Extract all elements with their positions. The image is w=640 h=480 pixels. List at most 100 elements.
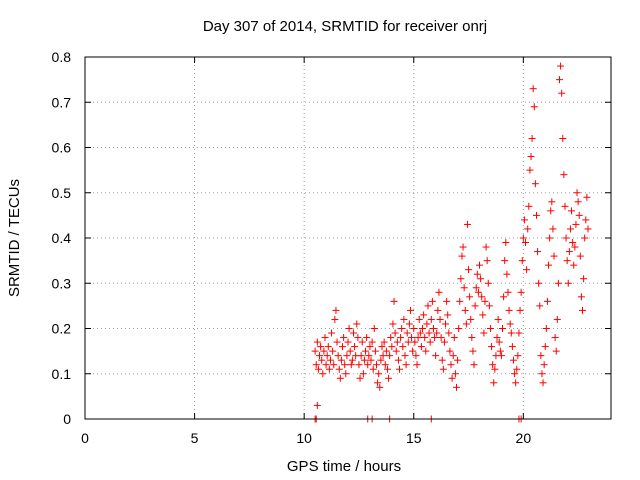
data-point	[581, 234, 589, 242]
data-point	[318, 356, 326, 364]
data-point	[336, 374, 344, 382]
data-point	[386, 352, 394, 360]
data-point	[476, 261, 483, 269]
data-point	[469, 347, 477, 355]
data-point	[439, 365, 447, 373]
data-point	[569, 239, 577, 247]
data-point	[507, 329, 515, 337]
data-point	[445, 329, 453, 337]
data-point	[499, 325, 507, 332]
data-point	[493, 334, 501, 342]
data-point	[317, 343, 325, 351]
data-point	[405, 320, 413, 328]
data-point	[573, 189, 581, 197]
data-point	[450, 334, 458, 342]
y-tick-label: 0.2	[52, 321, 72, 337]
data-point	[503, 270, 511, 278]
data-point	[392, 347, 400, 355]
data-point	[494, 315, 502, 323]
data-point	[477, 275, 485, 283]
data-point	[538, 370, 546, 378]
data-point	[531, 180, 539, 188]
data-point	[545, 261, 553, 269]
data-point	[342, 370, 350, 378]
data-point	[411, 338, 419, 346]
data-point	[560, 171, 568, 179]
data-point	[537, 352, 545, 360]
ticks-layer: 0 0.1 0.2 0.3 0.4 0.5 0.6 0.7 0.8 0 5 10 15 20	[52, 49, 611, 446]
data-point	[530, 103, 538, 111]
data-point	[452, 383, 460, 391]
data-point	[421, 334, 429, 342]
data-point	[311, 347, 319, 355]
data-point	[337, 356, 345, 364]
data-point	[374, 379, 382, 387]
y-axis-title: SRMTID / TECUs	[6, 179, 23, 297]
data-point	[528, 134, 536, 142]
data-point	[466, 293, 474, 301]
data-point	[366, 343, 374, 351]
data-point	[553, 315, 561, 323]
data-point	[425, 329, 433, 337]
data-point	[446, 347, 454, 355]
data-point	[485, 302, 493, 310]
data-point	[497, 352, 505, 360]
data-point	[329, 347, 337, 355]
data-point	[356, 374, 364, 382]
data-point	[504, 288, 512, 296]
data-point	[548, 198, 556, 206]
data-point	[559, 134, 567, 142]
data-point	[472, 284, 480, 292]
data-point	[479, 311, 487, 319]
data-point	[312, 361, 320, 369]
data-point	[343, 352, 351, 360]
y-tick-label: 0.4	[52, 230, 72, 246]
data-point	[333, 338, 341, 346]
data-point	[458, 252, 466, 260]
data-point	[461, 306, 469, 314]
data-point	[406, 306, 414, 314]
data-point	[365, 352, 373, 360]
data-point	[566, 225, 574, 233]
y-tick-label: 0.6	[52, 140, 72, 156]
data-point	[451, 370, 459, 378]
data-point	[454, 356, 462, 364]
data-point	[353, 320, 361, 328]
data-point	[546, 234, 554, 242]
data-point	[502, 239, 510, 247]
data-point	[434, 306, 442, 314]
data-point	[364, 361, 372, 369]
data-point	[516, 306, 524, 314]
data-point	[447, 361, 455, 369]
data-point	[488, 343, 496, 351]
y-tick-label: 0.1	[52, 366, 72, 382]
data-point	[348, 356, 356, 364]
data-point	[401, 352, 409, 360]
data-point	[326, 356, 334, 364]
data-point	[541, 343, 549, 351]
data-point	[482, 243, 490, 251]
data-point	[440, 338, 448, 346]
data-point	[522, 239, 530, 247]
data-point	[478, 293, 486, 301]
data-point	[467, 315, 475, 323]
data-point	[367, 356, 375, 364]
data-point	[529, 85, 537, 93]
data-point	[412, 352, 420, 360]
data-point	[563, 257, 571, 265]
marks-layer	[311, 62, 592, 423]
data-point	[415, 315, 423, 323]
data-point	[370, 325, 378, 332]
data-point	[540, 361, 548, 369]
data-point	[555, 76, 563, 84]
data-point	[313, 338, 321, 346]
data-point	[508, 343, 516, 351]
data-point	[422, 347, 430, 355]
data-point	[390, 297, 398, 305]
data-point	[463, 220, 471, 228]
data-point	[341, 361, 349, 369]
data-point	[409, 347, 417, 355]
data-point	[576, 252, 584, 260]
data-point	[323, 352, 331, 360]
data-point	[399, 343, 407, 351]
